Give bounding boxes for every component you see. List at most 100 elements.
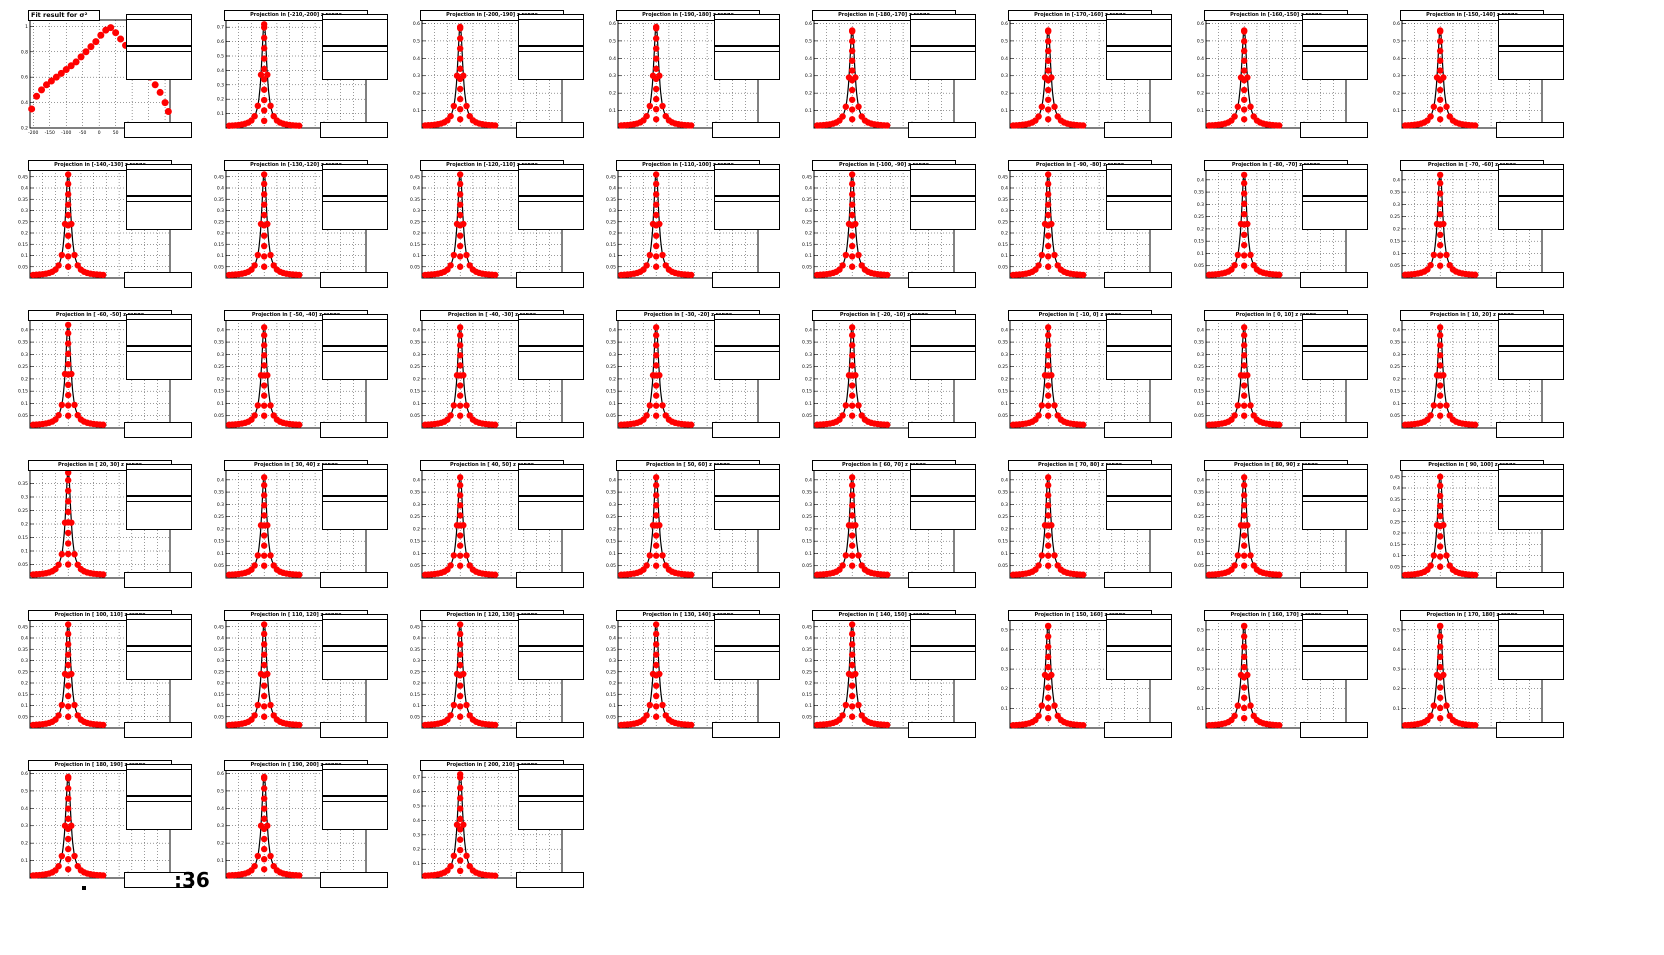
data-point [260,502,268,509]
data-point [64,651,72,658]
y-tick-label: 0.1 [1001,253,1008,259]
data-point [1436,67,1444,74]
y-tick-label: 0.3 [609,658,616,664]
stats-box [322,464,388,496]
projection-panel: 0.05 0.1 0.15 0.2 0.25 0.3 0.35 0.4 0.45 Projecti… [800,160,996,310]
data-point [687,571,695,578]
projection-panel: 0.1 0.2 0.3 0.4 0.5 0.6 0.7 Projection in [ 200… [408,760,604,910]
y-tick-label: 0.45 [998,174,1008,180]
data-point [1234,402,1242,409]
data-point [64,498,72,505]
projection-panel: 0.05 0.1 0.15 0.2 0.25 0.3 0.35 0.4 0.45 Projecti… [212,160,408,310]
y-tick-label: 0.4 [1393,177,1400,183]
projection-panel: 0.05 0.1 0.15 0.2 0.25 0.3 0.35 0.4 Projection i… [408,460,604,610]
data-point [848,412,856,419]
data-point [260,180,268,188]
y-tick-label: 0.4 [21,100,28,106]
data-point [1035,562,1042,569]
data-point [848,474,856,481]
data-point [260,713,268,720]
data-point [1044,694,1052,701]
data-point [260,402,268,409]
stats-box-header [127,797,191,802]
data-point [260,107,268,114]
data-point [99,421,107,428]
y-tick-label: 0.15 [1390,389,1400,395]
data-point [848,703,856,710]
y-tick-label: 0.8 [21,49,28,55]
data-point [652,191,660,198]
data-point [1247,251,1254,259]
y-tick-label: 0.4 [413,56,420,62]
stats-box-header [715,197,779,202]
y-tick-label: 0.15 [998,539,1008,545]
data-point [64,508,72,516]
data-point [1436,694,1444,701]
data-point [64,703,72,710]
data-point [652,630,660,638]
data-point [456,95,464,103]
data-point [883,571,891,578]
data-point [456,75,464,83]
stats-box-header [911,615,975,620]
y-tick-label: 0.3 [609,73,616,79]
y-tick-label: 0.1 [1197,108,1204,114]
y-tick-label: 0.1 [217,253,224,259]
data-point [1044,633,1052,640]
y-tick-label: 0.2 [805,376,812,382]
data-point [117,35,125,43]
data-point [652,512,660,519]
stats-box-header [127,15,191,20]
y-tick-label: 0.25 [1390,364,1400,370]
data-point [1240,57,1248,64]
stats-box-header [1303,197,1367,202]
y-tick-label: 0.25 [18,669,28,675]
fit-legend-box [908,422,976,438]
data-point [456,201,464,208]
stats-box-header [127,765,191,770]
stats-box-header [911,15,975,20]
data-point [1234,251,1242,259]
data-point [848,352,856,359]
data-point [1240,532,1248,539]
data-point [456,542,464,549]
y-tick-label: 0.05 [1194,263,1204,269]
data-point [1044,106,1052,113]
data-point [1436,492,1444,500]
data-point [97,31,105,39]
data-point [652,542,660,549]
data-point [456,372,464,379]
data-point [58,852,66,860]
data-point [1436,684,1444,691]
data-point [652,324,660,331]
y-tick-label: 0.6 [217,39,224,45]
data-point [1240,512,1248,519]
data-point [1240,522,1248,529]
data-point [1044,552,1052,559]
data-point [848,532,856,539]
y-tick-label: 0.5 [1197,38,1204,44]
y-tick-label: 0.3 [609,502,616,508]
stats-box [1498,196,1564,230]
y-tick-label: 0.05 [802,413,812,419]
data-point [1044,704,1052,712]
y-tick-label: 0.4 [609,636,616,642]
stats-box [1498,14,1564,46]
data-point [1231,412,1238,419]
stats-box-header [1303,165,1367,170]
data-point [1427,412,1434,419]
data-point [447,712,454,719]
y-tick-label: 0.4 [805,327,812,333]
y-tick-label: 0.35 [1390,190,1400,196]
data-point [1234,702,1242,709]
data-point [260,682,268,689]
data-point [1044,532,1052,539]
data-point [1044,57,1052,64]
stats-box-header [519,47,583,52]
y-tick-label: 0.45 [18,624,28,630]
data-point [260,34,268,42]
y-tick-label: 0.05 [606,264,616,270]
data-point [842,402,850,409]
data-point [1240,28,1248,35]
data-point [251,112,258,120]
